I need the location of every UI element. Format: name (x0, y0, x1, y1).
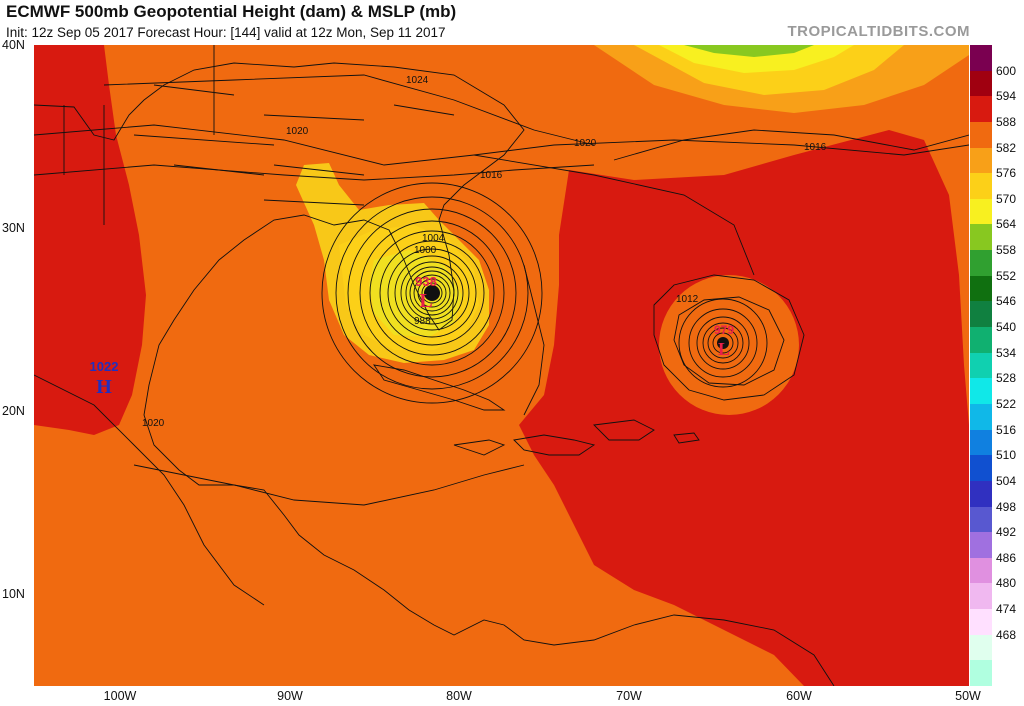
isobar-label-1016: 1016 (804, 142, 827, 153)
isobar-label-1020: 1020 (574, 138, 597, 149)
isobars (34, 74, 969, 606)
legend-swatch (970, 173, 992, 200)
map-title: ECMWF 500mb Geopotential Height (dam) & … (6, 2, 457, 21)
legend-swatch (970, 70, 992, 97)
map-subtitle: Init: 12z Sep 05 2017 Forecast Hour: [14… (6, 25, 446, 40)
legend-swatch (970, 378, 992, 405)
legend-swatch (970, 429, 992, 456)
jose-isobars (678, 298, 768, 388)
legend-label: 600 (996, 63, 1017, 78)
irma-core (424, 285, 440, 301)
legend-label: 594 (996, 89, 1017, 104)
legend-swatch (970, 634, 992, 661)
isobar-label-1004: 1004 (422, 233, 445, 244)
lon-label-70w: 70W (616, 689, 642, 703)
legend-swatch (970, 532, 992, 559)
isobar-label-1020: 1020 (286, 126, 309, 137)
color-legend (970, 45, 992, 687)
legend-label: 522 (996, 396, 1017, 411)
lon-label-90w: 90W (277, 689, 303, 703)
legend-label: 504 (996, 473, 1017, 488)
legend-swatch (970, 275, 992, 302)
legend-swatch (970, 327, 992, 354)
legend-swatch (970, 557, 992, 584)
legend-swatch (970, 96, 992, 123)
lon-label-80w: 80W (446, 689, 472, 703)
legend-swatch (970, 301, 992, 328)
isobar-label-1024: 1024 (406, 75, 429, 86)
irma-isobars (321, 182, 543, 404)
isobar-label-1000: 1000 (414, 245, 437, 256)
jose-low-marker: L (718, 339, 730, 359)
legend-swatch (970, 583, 992, 610)
legend-label: 588 (996, 114, 1017, 129)
irma-pressure-label: 938 (415, 274, 437, 289)
legend-swatch (970, 480, 992, 507)
high-marker: H (96, 376, 112, 398)
lat-label-20n: 20N (2, 404, 25, 418)
irma-low-marker: L (419, 290, 432, 312)
jose-core (717, 337, 729, 349)
height-588-west (34, 45, 146, 435)
lon-label-50w: 50W (955, 689, 981, 703)
legend-label: 516 (996, 422, 1017, 437)
isobar-label-988: 988 (414, 316, 431, 327)
high-pressure-label: 1022 (90, 359, 119, 374)
legend-swatch (970, 45, 992, 72)
legend-swatch (970, 455, 992, 482)
legend-swatch (970, 403, 992, 431)
legend-label: 570 (996, 191, 1017, 206)
jose-pressure-label: 979 (714, 323, 734, 337)
legend-swatch (970, 250, 992, 277)
legend-swatch (970, 121, 992, 149)
legend-swatch (970, 198, 992, 225)
legend-swatch (970, 147, 992, 174)
legend-label: 480 (996, 576, 1017, 591)
legend-label: 576 (996, 166, 1017, 181)
legend-label: 468 (996, 627, 1017, 642)
legend-swatch (970, 224, 992, 251)
legend-label: 558 (996, 243, 1017, 258)
isobar-label-1016: 1016 (480, 170, 503, 181)
legend-swatch (970, 609, 992, 636)
brand-watermark: TROPICALTIDBITS.COM (787, 23, 970, 40)
legend-label: 492 (996, 525, 1017, 540)
legend-label: 486 (996, 550, 1017, 565)
lon-label-60w: 60W (786, 689, 812, 703)
weather-map: 1024 1020 1020 1020 1016 1016 1012 1004 … (34, 45, 969, 686)
legend-label: 474 (996, 602, 1017, 617)
height-558-top (684, 45, 814, 57)
legend-label: 498 (996, 499, 1017, 514)
height-564-top (659, 45, 854, 73)
legend-swatch (970, 506, 992, 533)
legend-swatch (970, 660, 992, 687)
isobar-label-1020: 1020 (142, 418, 165, 429)
lat-label-10n: 10N (2, 587, 25, 601)
legend-label: 528 (996, 371, 1017, 386)
legend-label: 540 (996, 320, 1017, 335)
lat-label-30n: 30N (2, 221, 25, 235)
lat-label-40n: 40N (2, 38, 25, 52)
legend-label: 582 (996, 140, 1017, 155)
legend-swatch (970, 352, 992, 379)
legend-label: 552 (996, 268, 1017, 283)
legend-label: 534 (996, 345, 1017, 360)
lon-label-100w: 100W (103, 689, 137, 703)
legend-label: 564 (996, 217, 1017, 232)
isobar-label-1012: 1012 (676, 294, 699, 305)
legend-label: 546 (996, 294, 1017, 309)
legend-label: 510 (996, 448, 1017, 463)
